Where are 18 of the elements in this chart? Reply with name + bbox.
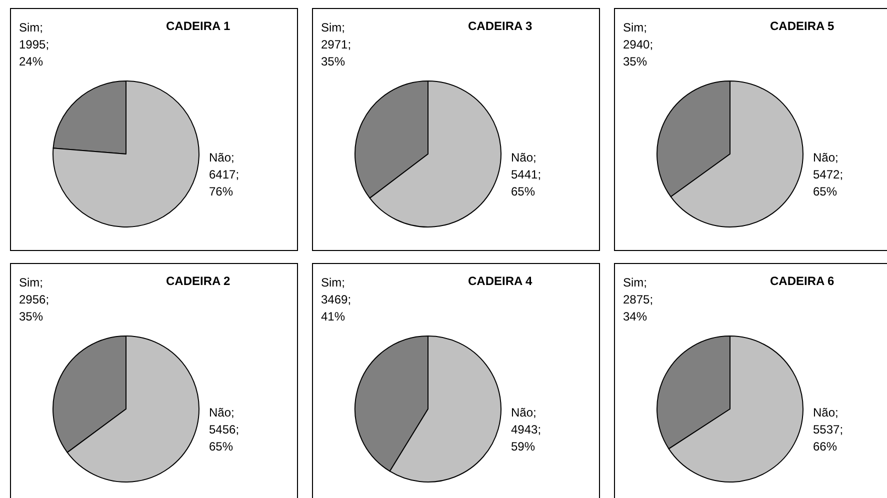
chart-title: CADEIRA 5 [770,19,835,33]
slice-label: Não; 4943; 59% [511,406,542,454]
slice-label: Sim; 2875; 34% [623,276,654,324]
slice-label: Não; 5456; 65% [209,406,240,454]
chart-title: CADEIRA 2 [166,274,231,288]
slice-label: Sim; 3469; 41% [321,276,352,324]
chart-title: CADEIRA 3 [468,19,533,33]
slice-label: Não; 5472; 65% [813,150,844,198]
chart-title: CADEIRA 1 [166,19,231,33]
chart-title: CADEIRA 6 [770,274,835,288]
slice-label: Não; 5537; 66% [813,406,844,454]
slice-label: Sim; 2971; 35% [321,20,352,68]
slice-label: Sim; 2940; 35% [623,20,654,68]
chart-title: CADEIRA 4 [468,274,533,288]
slice-label: Sim; 2956; 35% [19,276,50,324]
slice-label: Sim; 1995; 24% [19,20,50,68]
slice-label: Não; 6417; 76% [209,150,240,198]
slice-label: Não; 5441; 65% [511,150,542,198]
